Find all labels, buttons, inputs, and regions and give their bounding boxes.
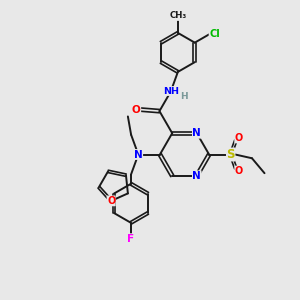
Text: N: N [192, 128, 201, 138]
Text: CH₃: CH₃ [169, 11, 187, 20]
Text: N: N [192, 171, 201, 181]
Text: H: H [180, 92, 188, 100]
Text: O: O [235, 166, 243, 176]
Text: N: N [134, 149, 143, 160]
Text: O: O [107, 196, 115, 206]
Text: F: F [127, 234, 134, 244]
Text: S: S [226, 148, 235, 161]
Text: NH: NH [163, 86, 179, 95]
Text: Cl: Cl [209, 29, 220, 39]
Text: CH₃: CH₃ [169, 11, 187, 20]
Text: O: O [235, 133, 243, 143]
Text: O: O [132, 105, 141, 115]
